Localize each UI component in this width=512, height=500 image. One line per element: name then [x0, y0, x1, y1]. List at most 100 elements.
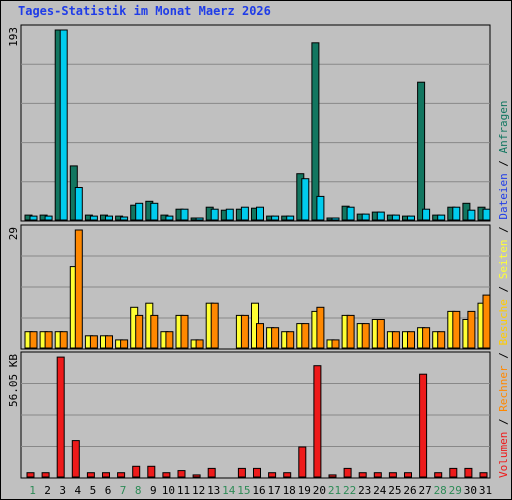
volumen-bar-day-18 — [283, 472, 292, 478]
volumen-bar-day-13 — [207, 467, 216, 478]
day-label-11: 11 — [177, 484, 190, 497]
besuche-bar-day-1 — [29, 331, 38, 349]
dateien-bar-day-10 — [165, 215, 174, 221]
day-label-24: 24 — [373, 484, 387, 497]
day-label-17: 17 — [267, 484, 280, 497]
day-label-22: 22 — [343, 484, 356, 497]
day-label-26: 26 — [403, 484, 416, 497]
volumen-bar-day-25 — [388, 472, 397, 478]
chart-title: Tages-Statistik im Monat Maerz 2026 — [18, 4, 271, 18]
besuche-bar-day-16 — [256, 323, 264, 349]
day-label-8: 8 — [135, 484, 142, 497]
dateien-bar-day-18 — [286, 215, 295, 221]
volumen-bar-day-2 — [41, 472, 50, 478]
day-label-14: 14 — [222, 484, 236, 497]
dateien-bar-day-25 — [391, 214, 400, 221]
volumen-bar-day-31 — [479, 472, 488, 478]
day-label-4: 4 — [74, 484, 81, 497]
volumen-bar-day-29 — [449, 467, 458, 478]
day-label-3: 3 — [59, 484, 66, 497]
dateien-bar-day-1 — [29, 215, 38, 221]
volumen-bar-day-20 — [313, 365, 322, 478]
legend-part-8: Dateien — [497, 173, 510, 219]
day-label-29: 29 — [449, 484, 462, 497]
legend-part-0: Volumen — [497, 432, 510, 478]
besuche-bar-day-27 — [422, 327, 431, 349]
volumen-bar-day-8 — [132, 465, 141, 478]
besuche-bar-day-11 — [180, 314, 189, 349]
legend-part-10: Anfragen — [497, 100, 510, 153]
panel-2-max-label: 29 — [7, 227, 20, 240]
legend-part-7: / — [497, 220, 510, 240]
dateien-bar-day-28 — [437, 214, 446, 221]
dateien-bar-day-29 — [452, 206, 461, 221]
legend-part-2: Rechner — [497, 365, 510, 412]
dateien-bar-day-19 — [301, 178, 310, 221]
day-label-1: 1 — [29, 484, 36, 497]
anfragen-bar-day-20 — [311, 42, 320, 221]
volumen-bar-day-16 — [253, 467, 261, 478]
day-label-30: 30 — [464, 484, 477, 497]
besuche-bar-day-20 — [316, 306, 325, 349]
besuche-bar-day-9 — [150, 314, 159, 349]
volumen-bar-day-10 — [162, 472, 171, 478]
dateien-bar-day-14 — [225, 208, 234, 221]
legend-part-9: / — [497, 153, 510, 173]
besuche-bar-day-21 — [331, 339, 340, 349]
volumen-bar-day-9 — [147, 465, 156, 478]
volumen-bar-day-11 — [177, 470, 186, 478]
volumen-bar-day-6 — [102, 472, 110, 478]
anfragen-bar-day-27 — [417, 81, 426, 221]
besuche-bar-day-7 — [120, 339, 129, 349]
legend-part-4: Besuche — [497, 299, 510, 345]
besuche-bar-day-25 — [391, 331, 400, 349]
volumen-bar-day-27 — [419, 373, 428, 478]
volumen-bar-day-19 — [298, 446, 307, 478]
volumen-bar-day-4 — [71, 440, 80, 478]
besuche-bar-day-26 — [407, 331, 415, 349]
day-label-6: 6 — [105, 484, 112, 497]
volumen-bar-day-26 — [404, 472, 412, 478]
dateien-bar-day-31 — [482, 208, 491, 221]
legend-part-1: / — [497, 412, 510, 432]
besuche-bar-day-28 — [437, 331, 446, 349]
day-label-21: 21 — [328, 484, 341, 497]
day-label-2: 2 — [44, 484, 51, 497]
dateien-bar-day-3 — [59, 29, 68, 221]
volumen-bar-day-15 — [237, 467, 246, 478]
volumen-bar-day-5 — [86, 472, 95, 478]
day-label-31: 31 — [479, 484, 492, 497]
legend-part-5: / — [497, 279, 510, 299]
volumen-bar-day-28 — [434, 472, 443, 478]
day-label-10: 10 — [162, 484, 175, 497]
dateien-bar-day-2 — [44, 215, 53, 221]
day-label-25: 25 — [388, 484, 401, 497]
volumen-bar-day-3 — [56, 356, 65, 478]
volumen-bar-day-30 — [464, 467, 473, 478]
day-label-20: 20 — [313, 484, 326, 497]
dateien-bar-day-22 — [346, 206, 355, 221]
besuche-bar-day-4 — [74, 229, 83, 349]
besuche-bar-day-12 — [195, 339, 204, 349]
besuche-bar-day-30 — [467, 310, 476, 349]
panel-3-max-label: 56.05 KB — [7, 354, 20, 407]
dateien-bar-day-13 — [210, 208, 219, 221]
volumen-bar-day-1 — [26, 472, 35, 478]
besuche-bar-day-18 — [286, 331, 295, 349]
dateien-bar-day-16 — [256, 206, 264, 221]
dateien-bar-day-21 — [331, 217, 340, 221]
day-label-15: 15 — [237, 484, 250, 497]
volumen-bar-day-23 — [358, 472, 367, 478]
besuche-bar-day-8 — [135, 314, 144, 349]
day-label-19: 19 — [298, 484, 311, 497]
day-label-5: 5 — [90, 484, 97, 497]
dateien-bar-day-4 — [74, 187, 83, 221]
legend-part-6: Seiten — [497, 240, 510, 280]
right-legend: Volumen / Rechner / Besuche / Seiten / D… — [497, 100, 510, 478]
dateien-bar-day-23 — [361, 213, 370, 221]
besuche-bar-day-23 — [361, 323, 370, 349]
volumen-bar-day-7 — [117, 472, 126, 478]
dateien-bar-day-24 — [376, 211, 385, 221]
dateien-bar-day-9 — [150, 202, 159, 221]
